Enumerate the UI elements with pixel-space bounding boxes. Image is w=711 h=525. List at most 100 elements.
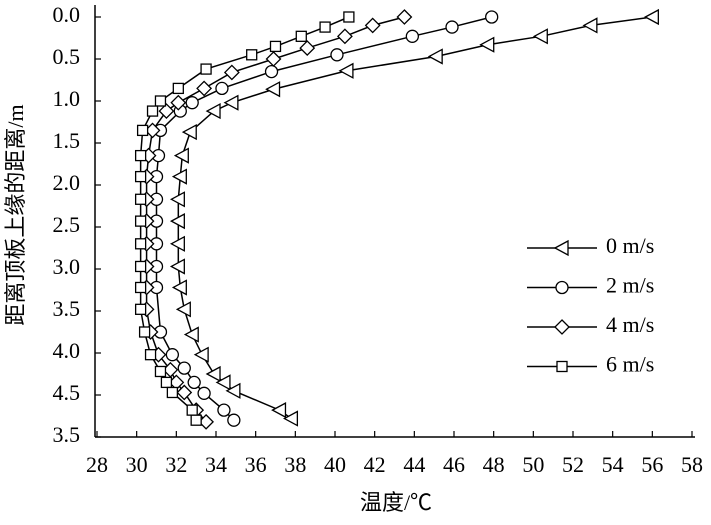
marker bbox=[338, 62, 354, 79]
marker bbox=[217, 403, 231, 417]
marker bbox=[176, 384, 193, 401]
marker bbox=[181, 123, 197, 141]
marker bbox=[154, 95, 167, 107]
marker bbox=[134, 260, 147, 273]
legend-marker bbox=[554, 319, 570, 335]
x-tick-label: 40 bbox=[324, 452, 346, 477]
series-line bbox=[177, 16, 653, 420]
x-tick-label: 44 bbox=[403, 452, 425, 477]
marker bbox=[215, 374, 231, 391]
legend-marker bbox=[555, 280, 569, 295]
marker bbox=[396, 9, 413, 25]
marker bbox=[165, 348, 180, 362]
marker bbox=[190, 414, 202, 426]
marker bbox=[172, 82, 184, 95]
marker bbox=[186, 404, 198, 416]
x-tick-label: 36 bbox=[245, 452, 267, 477]
x-tick-label: 54 bbox=[602, 452, 624, 477]
marker bbox=[205, 102, 221, 120]
marker bbox=[171, 168, 187, 185]
marker bbox=[271, 402, 287, 419]
marker bbox=[169, 191, 185, 208]
marker bbox=[134, 149, 147, 162]
marker bbox=[158, 103, 175, 119]
x-tick-label: 52 bbox=[562, 452, 584, 477]
marker bbox=[364, 17, 381, 34]
marker bbox=[319, 21, 331, 33]
x-tick-label: 30 bbox=[126, 452, 148, 477]
x-tick-label: 32 bbox=[165, 452, 187, 477]
marker bbox=[134, 215, 147, 227]
marker bbox=[485, 10, 499, 24]
y-tick-label: 0.0 bbox=[53, 2, 81, 27]
x-tick-label: 46 bbox=[443, 452, 465, 477]
marker bbox=[166, 386, 179, 399]
legend-marker bbox=[553, 239, 569, 257]
marker bbox=[134, 238, 147, 250]
marker bbox=[177, 361, 191, 375]
marker bbox=[169, 213, 185, 230]
marker bbox=[299, 40, 316, 56]
marker bbox=[154, 365, 167, 378]
x-tick-label: 58 bbox=[681, 452, 703, 477]
marker bbox=[265, 51, 282, 67]
marker bbox=[138, 326, 151, 338]
y-tick-label: 0.5 bbox=[53, 44, 81, 69]
y-tick-label: 4.5 bbox=[53, 380, 81, 405]
marker bbox=[582, 17, 598, 34]
marker bbox=[336, 28, 353, 45]
marker bbox=[427, 48, 443, 65]
y-tick-label: 3.5 bbox=[53, 296, 81, 321]
marker bbox=[405, 29, 420, 43]
marker bbox=[185, 96, 199, 110]
marker bbox=[170, 94, 187, 111]
marker bbox=[183, 326, 199, 343]
marker bbox=[246, 49, 258, 61]
marker bbox=[146, 105, 159, 117]
x-axis-title: 温度/℃ bbox=[360, 490, 432, 515]
x-tick-label: 34 bbox=[205, 452, 227, 477]
marker bbox=[169, 258, 185, 275]
marker bbox=[205, 365, 221, 383]
marker bbox=[200, 63, 212, 75]
y-axis-title: 距离顶板上缘的距离/m bbox=[3, 104, 28, 325]
legend-label: 4 m/s bbox=[606, 312, 654, 337]
marker bbox=[136, 124, 149, 137]
legend-label: 2 m/s bbox=[606, 273, 654, 298]
marker bbox=[193, 346, 209, 363]
marker bbox=[197, 386, 211, 400]
marker bbox=[223, 64, 240, 81]
marker bbox=[343, 11, 355, 23]
marker bbox=[160, 376, 173, 389]
x-tick-label: 42 bbox=[364, 452, 386, 477]
marker bbox=[225, 382, 241, 399]
marker bbox=[282, 410, 299, 427]
marker bbox=[134, 281, 147, 294]
marker bbox=[134, 193, 147, 205]
marker bbox=[144, 349, 157, 361]
y-tick-label: 2.5 bbox=[53, 212, 81, 237]
x-tick-label: 50 bbox=[522, 452, 544, 477]
marker bbox=[134, 303, 147, 315]
marker bbox=[173, 147, 189, 164]
marker bbox=[264, 64, 279, 79]
marker bbox=[265, 81, 281, 98]
marker bbox=[479, 36, 495, 53]
x-tick-label: 28 bbox=[86, 452, 108, 477]
marker bbox=[187, 375, 201, 390]
marker bbox=[269, 40, 282, 53]
marker bbox=[532, 28, 548, 45]
legend-marker bbox=[556, 360, 568, 373]
marker bbox=[196, 80, 213, 97]
marker bbox=[223, 94, 239, 111]
x-tick-label: 38 bbox=[284, 452, 306, 477]
marker bbox=[643, 8, 659, 26]
marker bbox=[171, 279, 187, 296]
legend-label: 0 m/s bbox=[606, 233, 654, 258]
marker bbox=[445, 20, 459, 34]
y-tick-label: 4.0 bbox=[53, 338, 81, 363]
x-tick-label: 56 bbox=[641, 452, 663, 477]
x-tick-label: 48 bbox=[483, 452, 505, 477]
marker bbox=[227, 413, 241, 427]
